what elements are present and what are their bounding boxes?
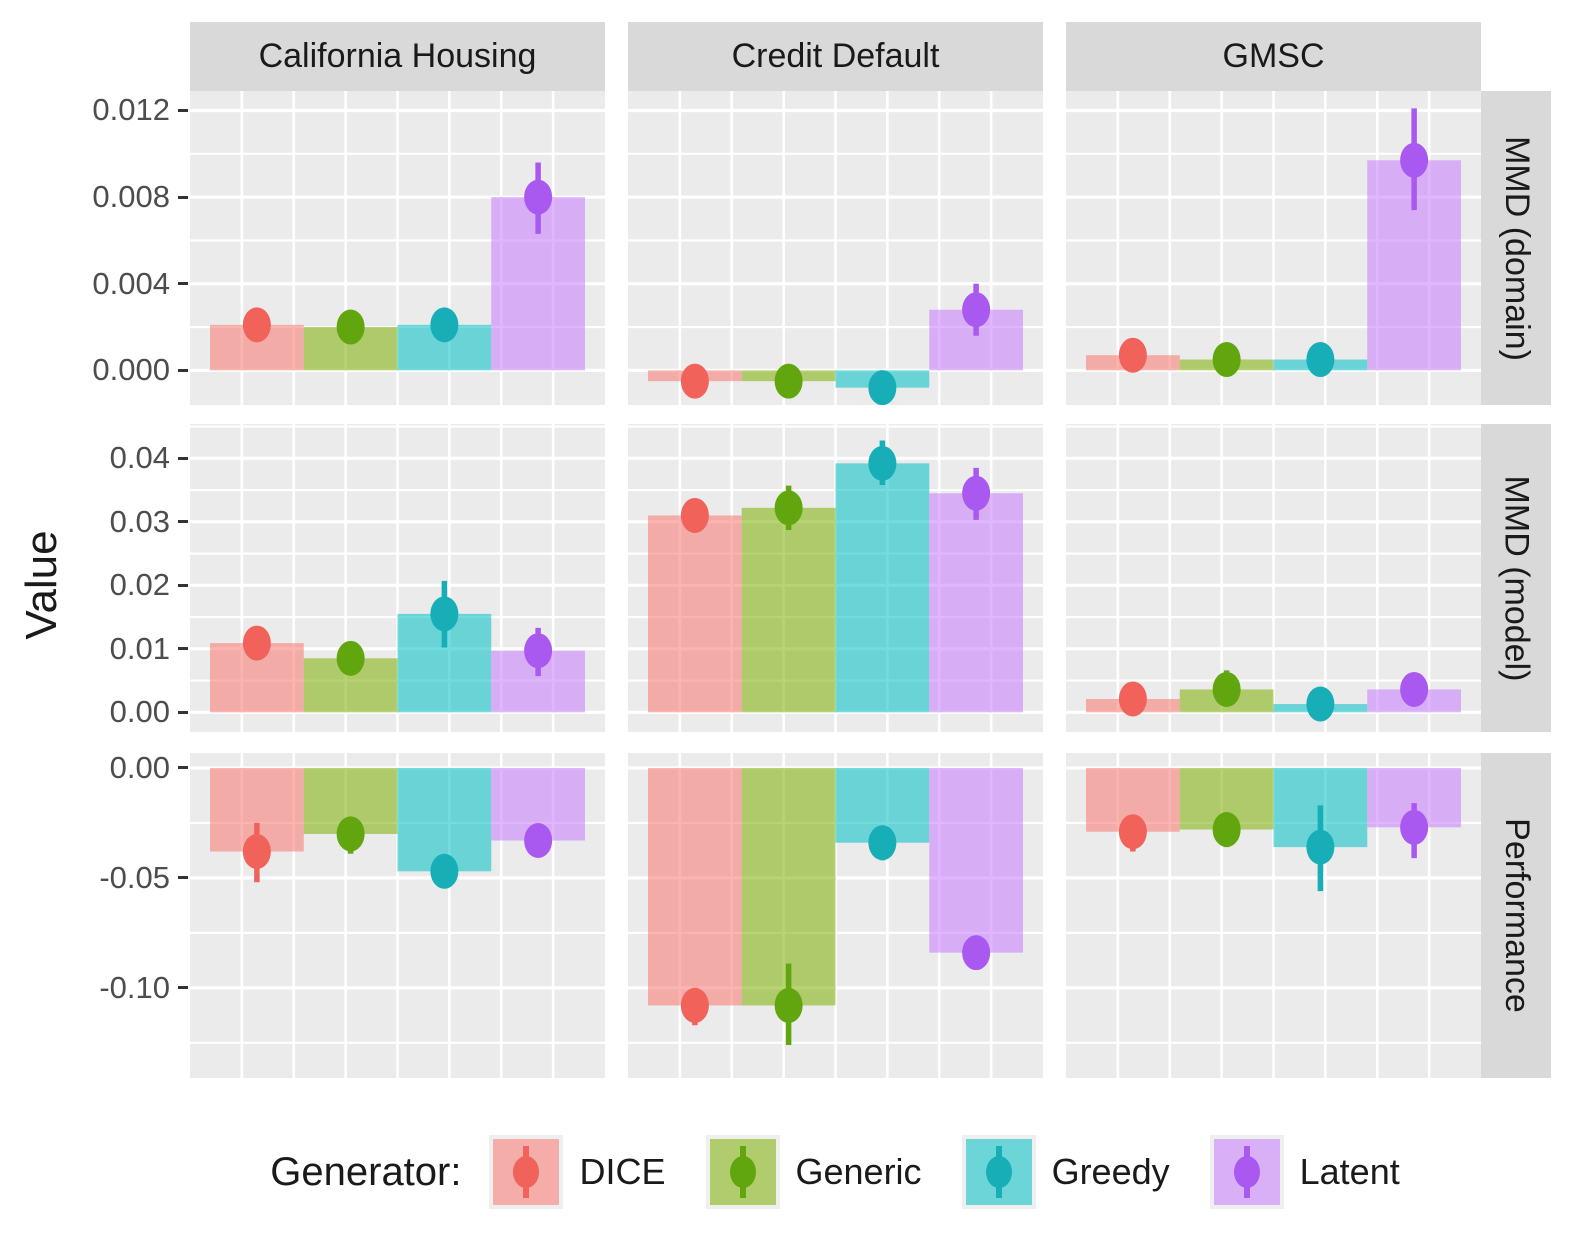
legend-item-greedy: Greedy — [961, 1135, 1170, 1209]
y-tick-label: 0.004 — [92, 265, 170, 301]
legend-label-latent: Latent — [1299, 1151, 1400, 1192]
facet-row-label: MMD (domain) — [1497, 135, 1536, 361]
facet-row-strip-performance: Performance — [1481, 753, 1551, 1078]
panel-mmd-domain-gmsc — [1066, 91, 1481, 410]
legend-title: Generator: — [270, 1149, 462, 1194]
facet-row-label: MMD (model) — [1497, 475, 1536, 681]
y-tick-label: 0.000 — [92, 352, 170, 388]
y-tick-mark — [178, 647, 188, 651]
panel-performance-credit-default — [628, 753, 1043, 1083]
legend: Generator: DICE Generic Greedy Latent — [140, 1122, 1530, 1222]
legend-label-generic: Generic — [795, 1151, 922, 1192]
legend-item-dice: DICE — [489, 1135, 666, 1209]
legend-label-dice: DICE — [579, 1151, 666, 1192]
facet-column-label: California Housing — [258, 37, 537, 75]
legend-item-latent: Latent — [1209, 1135, 1400, 1209]
legend-key-generic — [705, 1135, 780, 1209]
y-tick-mark — [178, 282, 188, 286]
panel-mmd-model-gmsc — [1066, 424, 1481, 737]
y-tick-label: 0.00 — [109, 694, 170, 730]
panel-mmd-domain-california-housing — [190, 91, 605, 410]
y-tick-mark — [178, 195, 188, 199]
y-tick-mark — [178, 108, 188, 112]
y-tick-label: 0.00 — [109, 749, 170, 785]
y-tick-mark — [178, 766, 188, 770]
y-tick-label: 0.012 — [92, 92, 170, 128]
y-tick-label: 0.04 — [109, 440, 170, 476]
panel-performance-california-housing — [190, 753, 605, 1083]
y-tick-label: -0.10 — [99, 969, 170, 1005]
y-tick-label: 0.008 — [92, 179, 170, 215]
legend-key-greedy — [961, 1135, 1036, 1209]
y-tick-mark — [178, 456, 188, 460]
legend-item-generic: Generic — [705, 1135, 922, 1209]
y-tick-label: 0.02 — [109, 567, 170, 603]
facet-column-strip-gmsc: GMSC — [1066, 22, 1481, 91]
y-tick-mark — [178, 986, 188, 990]
panel-mmd-domain-credit-default — [628, 91, 1043, 410]
legend-key-latent — [1209, 1135, 1284, 1209]
y-tick-label: -0.05 — [99, 859, 170, 895]
facet-column-label: Credit Default — [731, 37, 940, 75]
y-tick-mark — [178, 368, 188, 372]
y-tick-mark — [178, 520, 188, 524]
y-tick-mark — [178, 710, 188, 714]
legend-key-dice — [489, 1135, 564, 1209]
facet-row-strip-mmd-domain: MMD (domain) — [1481, 91, 1551, 405]
facet-column-strip-california-housing: California Housing — [190, 22, 605, 91]
panel-performance-gmsc — [1066, 753, 1481, 1083]
facet-row-label: Performance — [1497, 818, 1536, 1013]
facet-row-strip-mmd-model: MMD (model) — [1481, 424, 1551, 732]
panel-mmd-model-credit-default — [628, 424, 1043, 737]
y-tick-mark — [178, 876, 188, 880]
facet-column-strip-credit-default: Credit Default — [628, 22, 1043, 91]
legend-label-greedy: Greedy — [1051, 1151, 1170, 1192]
legend-items: DICE Generic Greedy Latent — [489, 1135, 1400, 1209]
y-tick-label: 0.03 — [109, 503, 170, 539]
panel-mmd-model-california-housing — [190, 424, 605, 737]
y-tick-label: 0.01 — [109, 630, 170, 666]
facet-column-label: GMSC — [1222, 37, 1325, 75]
y-tick-mark — [178, 583, 188, 587]
